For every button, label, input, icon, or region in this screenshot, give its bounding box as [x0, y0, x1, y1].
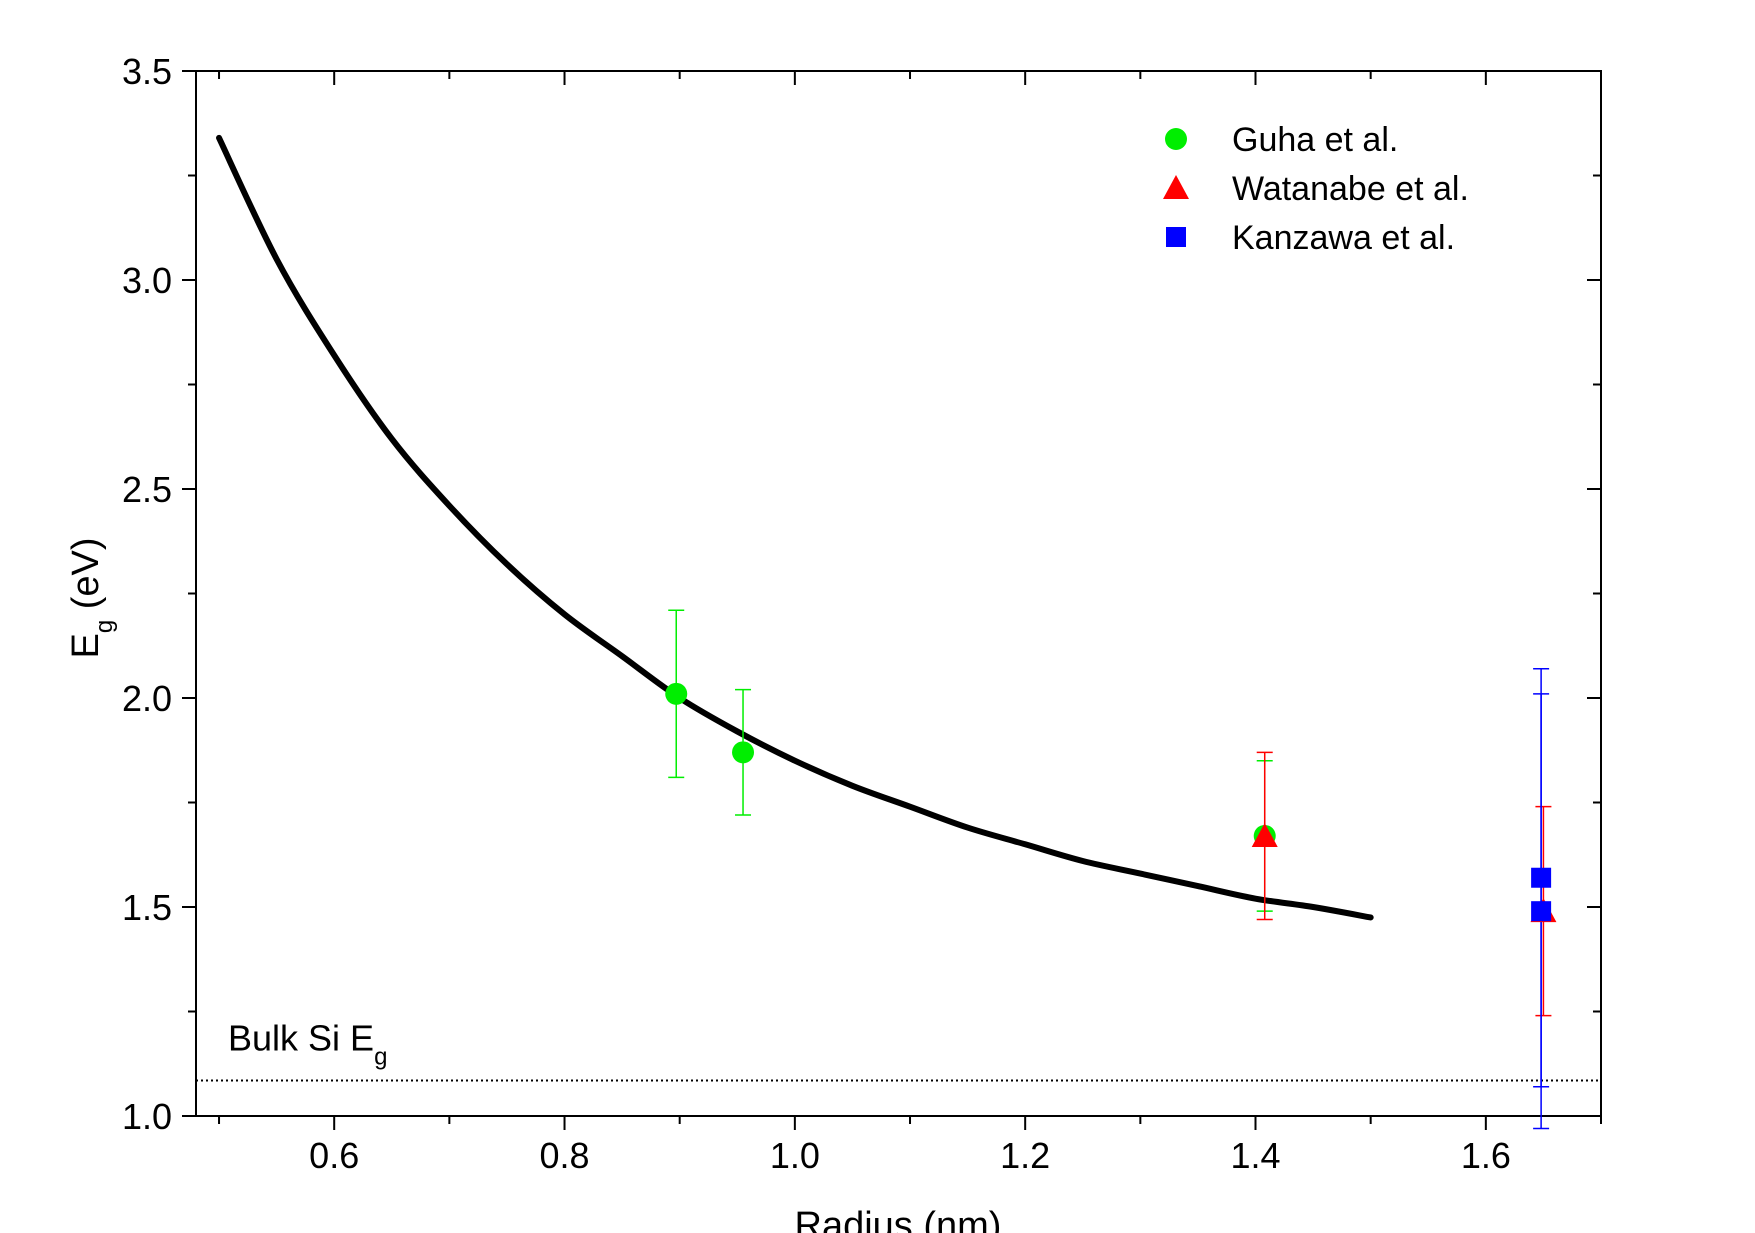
y-tick-label: 1.0 [122, 1096, 172, 1137]
legend-guha-marker [1165, 128, 1187, 150]
kanzawa-point [1531, 867, 1552, 888]
kanzawa-point [1531, 901, 1552, 922]
y-tick-label: 2.5 [122, 469, 172, 510]
y-tick-labels: 1.0 1.5 2.0 2.5 3.0 3.5 [122, 51, 172, 1137]
guha-point [732, 741, 755, 764]
legend-watanabe-marker [1163, 175, 1189, 199]
y-tick-label: 2.0 [122, 678, 172, 719]
legend-watanabe-label: Watanabe et al. [1232, 170, 1469, 208]
guha-point [665, 682, 688, 705]
x-tick-labels: 0.6 0.8 1.0 1.2 1.4 1.6 [309, 1135, 1511, 1176]
x-axis-title: Radius (nm) [795, 1205, 1002, 1233]
legend: Guha et al. Watanabe et al. Kanzawa et al. [1163, 121, 1469, 257]
x-tick-label: 1.4 [1230, 1135, 1280, 1176]
x-tick-label: 1.0 [770, 1135, 820, 1176]
legend-kanzawa-label: Kanzawa et al. [1232, 219, 1455, 257]
y-axis-title: Eg (eV) [65, 537, 118, 658]
legend-guha-label: Guha et al. [1232, 121, 1398, 159]
y-tick-label: 1.5 [122, 887, 172, 928]
y-tick-label: 3.0 [122, 260, 172, 301]
data-markers [665, 682, 1557, 923]
x-tick-label: 0.6 [309, 1135, 359, 1176]
y-tick-label: 3.5 [122, 51, 172, 92]
x-tick-label: 1.6 [1461, 1135, 1511, 1176]
x-tick-label: 1.2 [1000, 1135, 1050, 1176]
model-curve [216, 134, 1374, 921]
axis-ticks [182, 70, 1602, 1130]
x-tick-label: 0.8 [540, 1135, 590, 1176]
watanabe-point [1251, 822, 1278, 847]
bulk-si-label: Bulk Si Eg [228, 1017, 387, 1070]
legend-kanzawa-marker [1166, 227, 1186, 247]
